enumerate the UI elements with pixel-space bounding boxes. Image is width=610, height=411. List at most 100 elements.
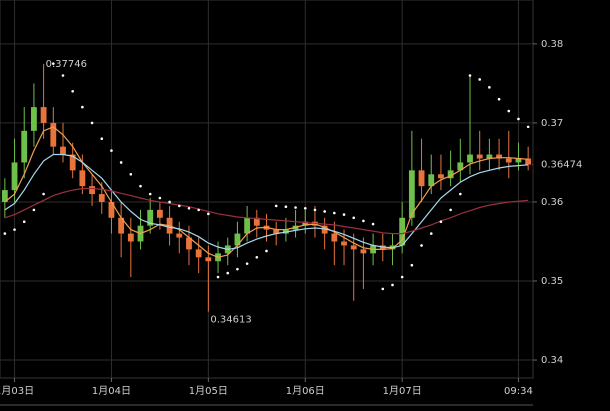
candle-body bbox=[118, 217, 125, 234]
candle-body bbox=[205, 257, 212, 262]
candle-body bbox=[156, 209, 163, 218]
candle-body bbox=[195, 249, 202, 258]
sar-dot bbox=[139, 184, 142, 188]
sar-dot bbox=[71, 89, 74, 93]
sar-dot bbox=[3, 232, 7, 235]
sar-dot bbox=[400, 275, 404, 279]
sar-dot bbox=[429, 232, 433, 235]
x-tick-label: 09:34 bbox=[504, 386, 533, 397]
sar-dot bbox=[507, 109, 511, 113]
sar-dot bbox=[100, 137, 104, 141]
candle-body bbox=[525, 158, 532, 165]
candle-body bbox=[418, 170, 425, 187]
candle-body bbox=[467, 154, 473, 163]
candle-body bbox=[408, 170, 415, 218]
extreme-label: 0.34613 bbox=[210, 315, 251, 326]
x-tick-label: 1月06日 bbox=[286, 385, 325, 397]
candle-body bbox=[186, 237, 192, 250]
sar-dot bbox=[449, 208, 452, 212]
candle-body bbox=[108, 201, 115, 218]
sar-dot bbox=[371, 222, 375, 226]
sar-dot bbox=[148, 192, 152, 196]
candle-body bbox=[486, 154, 493, 159]
candle-body bbox=[447, 170, 454, 179]
candle-body bbox=[50, 122, 57, 147]
sar-dot bbox=[226, 271, 230, 275]
candle-body bbox=[40, 107, 47, 123]
candle-body bbox=[360, 249, 367, 254]
candle-body bbox=[127, 233, 134, 242]
sar-dot bbox=[439, 220, 443, 224]
sar-dot bbox=[81, 105, 84, 109]
candle-body bbox=[147, 209, 154, 226]
sar-dot bbox=[207, 212, 210, 216]
candle-body bbox=[89, 186, 95, 195]
sar-dot bbox=[13, 228, 16, 231]
sar-dot bbox=[468, 74, 472, 77]
sar-dot bbox=[323, 210, 326, 213]
candle-body bbox=[515, 158, 522, 163]
candle-body bbox=[60, 146, 66, 155]
candle-body bbox=[496, 154, 502, 159]
sar-dot bbox=[129, 172, 133, 176]
candle-body bbox=[21, 130, 28, 163]
candle-body bbox=[69, 154, 76, 171]
sar-dot bbox=[255, 255, 259, 259]
y-tick-label: 0.38 bbox=[541, 39, 563, 50]
y-tick-label: 0.36 bbox=[541, 197, 563, 208]
sar-dot bbox=[42, 192, 45, 196]
sar-dot bbox=[362, 219, 365, 223]
sar-dot bbox=[488, 86, 491, 89]
sar-dot bbox=[177, 204, 181, 208]
candle-body bbox=[31, 107, 37, 131]
sar-dot bbox=[61, 74, 65, 77]
sar-dot bbox=[303, 206, 307, 210]
candle-body bbox=[331, 233, 338, 242]
sar-dot bbox=[381, 287, 385, 291]
sar-dot bbox=[236, 267, 239, 271]
sar-dot bbox=[478, 78, 482, 81]
sar-dot bbox=[168, 200, 171, 204]
sar-dot bbox=[459, 192, 462, 196]
candle-body bbox=[79, 170, 86, 187]
sar-dot bbox=[517, 117, 520, 121]
sar-dot bbox=[119, 161, 123, 164]
sar-dot bbox=[352, 216, 356, 220]
x-tick-label: 1月07日 bbox=[383, 385, 422, 397]
y-tick-label: 0.35 bbox=[541, 276, 563, 287]
sar-dot bbox=[158, 196, 162, 200]
sar-dot bbox=[90, 121, 94, 125]
sar-dot bbox=[52, 62, 55, 65]
last-price-label: 0.36474 bbox=[541, 159, 582, 170]
y-tick-label: 0.34 bbox=[541, 355, 563, 366]
candle-body bbox=[399, 217, 406, 246]
sar-dot bbox=[342, 213, 346, 216]
candle-body bbox=[438, 174, 444, 179]
x-tick-label: 1月04日 bbox=[92, 385, 131, 397]
candle-body bbox=[11, 162, 18, 191]
sar-dot bbox=[216, 275, 220, 279]
sar-dot bbox=[22, 220, 26, 224]
candle-body bbox=[273, 229, 280, 234]
candle-body bbox=[302, 221, 309, 226]
sar-dot bbox=[187, 206, 191, 210]
y-tick-label: 0.37 bbox=[541, 118, 563, 129]
sar-dot bbox=[420, 244, 423, 247]
moving-average-line bbox=[4, 126, 529, 258]
candle-body bbox=[457, 162, 464, 171]
candle-body bbox=[341, 241, 347, 246]
extreme-label: 0.37746 bbox=[46, 59, 87, 70]
candle-body bbox=[234, 233, 241, 246]
candle-body bbox=[244, 217, 251, 234]
sar-dot bbox=[197, 208, 200, 212]
sar-dot bbox=[32, 208, 36, 212]
candle-body bbox=[505, 158, 512, 163]
x-tick-label: 1月03日 bbox=[0, 385, 34, 397]
sar-dot bbox=[313, 208, 317, 212]
candle-body bbox=[98, 194, 105, 202]
sar-dot bbox=[110, 149, 113, 152]
sar-dot bbox=[274, 204, 278, 208]
sar-dot bbox=[294, 206, 297, 209]
